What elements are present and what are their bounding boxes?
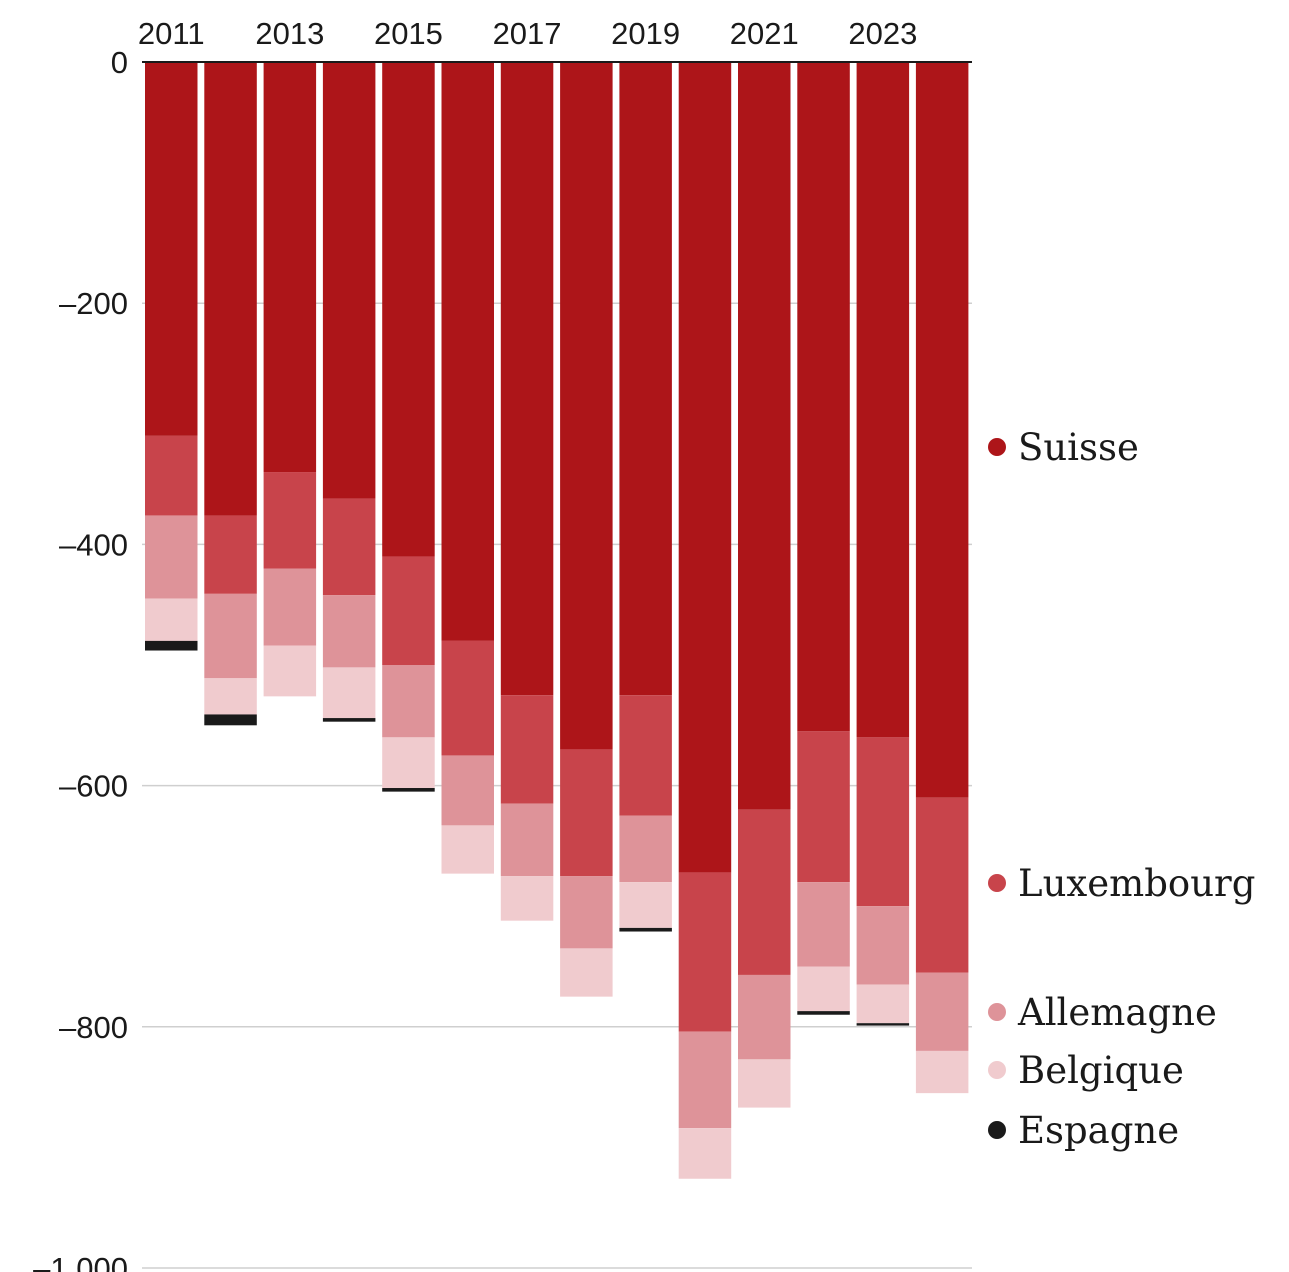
bar-2020-allemagne	[678, 1031, 732, 1129]
bar-2011-allemagne	[145, 515, 198, 599]
bar-2023-belgique	[856, 984, 910, 1024]
bar-2020-suisse	[678, 62, 732, 873]
bar-2021-suisse	[738, 62, 791, 810]
bar-2023-allemagne	[856, 906, 910, 985]
legend-label-allemagne: Allemagne	[1017, 991, 1217, 1034]
bar-2018-suisse	[560, 62, 613, 750]
bar-2015-allemagne	[382, 665, 435, 738]
bar-2011-belgique	[145, 598, 198, 641]
bar-2016-allemagne	[441, 755, 494, 826]
bar-2015-suisse	[382, 62, 435, 557]
bar-2020-belgique	[678, 1128, 732, 1179]
bar-2022-espagne	[797, 1011, 850, 1015]
bar-2014-luxembourg	[322, 498, 376, 596]
bar-2017-suisse	[500, 62, 554, 696]
y-tick-label-0: 0	[111, 45, 128, 80]
bar-2021-luxembourg	[738, 809, 791, 975]
bar-2018-luxembourg	[560, 749, 613, 877]
bar-2013-luxembourg	[263, 472, 317, 569]
bar-2011-suisse	[145, 62, 198, 436]
legend-swatch-luxembourg	[988, 874, 1006, 892]
bar-2014-suisse	[322, 62, 376, 499]
legend-swatch-belgique	[988, 1061, 1006, 1079]
bar-2022-allemagne	[797, 882, 850, 967]
legend-label-belgique: Belgique	[1018, 1049, 1184, 1092]
bar-2013-allemagne	[263, 568, 317, 646]
bar-2013-belgique	[263, 645, 317, 697]
x-tick-label-2019: 2019	[611, 16, 680, 51]
bar-2021-belgique	[738, 1059, 791, 1108]
bar-2015-belgique	[382, 737, 435, 789]
x-axis-tick-labels: 2011 2013 2015 2017 2019 2021 2023	[138, 16, 917, 51]
bar-2019-allemagne	[619, 815, 672, 883]
bar-2024-luxembourg	[915, 797, 969, 973]
bar-2012-luxembourg	[204, 515, 257, 594]
bar-2012-belgique	[204, 678, 257, 715]
bar-2014-belgique	[322, 667, 376, 719]
bar-2022-luxembourg	[797, 731, 850, 883]
x-tick-label-2017: 2017	[493, 16, 562, 51]
bar-2015-espagne	[382, 788, 435, 792]
y-tick-label-4: –800	[59, 1010, 128, 1045]
bar-2017-allemagne	[500, 803, 554, 877]
bar-2019-espagne	[619, 927, 672, 932]
bar-2022-belgique	[797, 966, 850, 1012]
y-tick-label-2: –400	[59, 527, 128, 562]
bar-2013-suisse	[263, 62, 317, 473]
x-tick-label-2021: 2021	[730, 16, 799, 51]
bar-2019-suisse	[619, 62, 672, 696]
legend: Suisse Luxembourg Allemagne Belgique Espagne	[988, 426, 1255, 1152]
bar-2024-suisse	[915, 62, 969, 798]
bar-2018-allemagne	[560, 876, 613, 949]
bar-2023-suisse	[856, 62, 910, 738]
bars	[145, 62, 969, 1179]
bar-2017-luxembourg	[500, 695, 554, 804]
legend-swatch-espagne	[988, 1121, 1006, 1139]
bar-2023-luxembourg	[856, 737, 910, 907]
bar-2019-belgique	[619, 882, 672, 928]
y-tick-label-1: –200	[59, 286, 128, 321]
x-tick-label-2011: 2011	[138, 16, 205, 51]
x-tick-label-2013: 2013	[255, 16, 324, 51]
legend-swatch-suisse	[988, 438, 1006, 456]
bar-2012-espagne	[204, 714, 257, 726]
bar-2016-luxembourg	[441, 640, 494, 756]
bar-2019-luxembourg	[619, 695, 672, 816]
bar-2014-allemagne	[322, 595, 376, 668]
legend-label-luxembourg: Luxembourg	[1018, 862, 1255, 905]
bar-2016-belgique	[441, 825, 494, 874]
bar-2021-allemagne	[738, 974, 791, 1060]
x-tick-label-2015: 2015	[374, 16, 443, 51]
bar-2017-belgique	[500, 876, 554, 921]
y-tick-label-5: –1.000	[33, 1251, 128, 1272]
bar-2015-luxembourg	[382, 556, 435, 665]
bar-2018-belgique	[560, 948, 613, 997]
bar-2022-suisse	[797, 62, 850, 732]
bar-2012-allemagne	[204, 593, 257, 679]
bar-2011-luxembourg	[145, 435, 198, 516]
legend-label-espagne: Espagne	[1018, 1109, 1179, 1152]
bar-2014-espagne	[322, 718, 376, 722]
bar-2024-belgique	[915, 1050, 969, 1094]
bar-2011-espagne	[145, 640, 198, 651]
x-tick-label-2023: 2023	[848, 16, 917, 51]
legend-swatch-allemagne	[988, 1003, 1006, 1021]
bar-2023-espagne	[856, 1023, 910, 1026]
bar-2020-luxembourg	[678, 872, 732, 1032]
bar-2012-suisse	[204, 62, 257, 516]
legend-label-suisse: Suisse	[1018, 426, 1139, 469]
bar-2024-allemagne	[915, 972, 969, 1051]
y-tick-label-3: –600	[59, 769, 128, 804]
bar-2016-suisse	[441, 62, 494, 641]
y-axis-tick-labels: 0 –200 –400 –600 –800 –1.000	[33, 45, 128, 1272]
